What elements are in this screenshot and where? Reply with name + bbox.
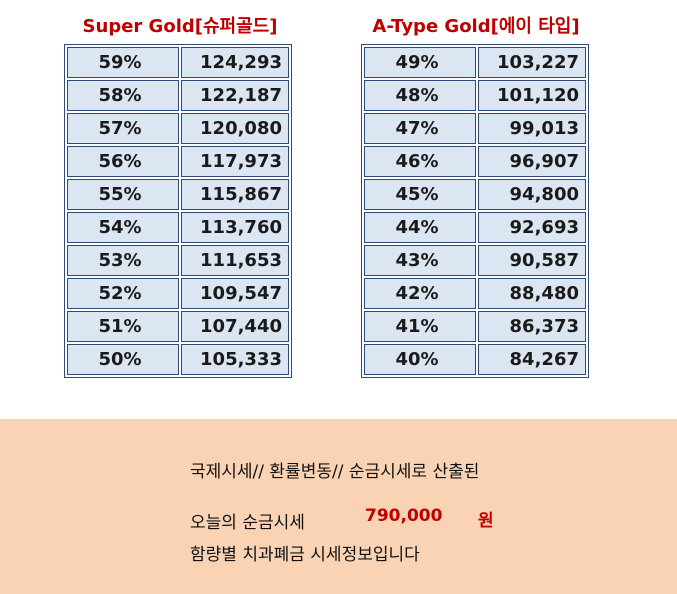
- price-cell: 111,653: [181, 245, 289, 276]
- purity-cell: 56%: [67, 146, 179, 177]
- purity-cell: 43%: [364, 245, 476, 276]
- info-line-1: 국제시세// 환률변동// 순금시세로 산출된: [190, 462, 480, 482]
- a-type-gold-title: A-Type Gold[에이 타입]: [372, 16, 580, 37]
- price-cell: 117,973: [181, 146, 289, 177]
- price-cell: 115,867: [181, 179, 289, 210]
- purity-cell: 44%: [364, 212, 476, 243]
- price-cell: 92,693: [478, 212, 586, 243]
- purity-cell: 58%: [67, 80, 179, 111]
- table-row: 56% 117,973: [67, 146, 289, 177]
- info-line-3: 함량별 치과폐금 시세정보입니다: [190, 545, 420, 565]
- table-row: 45% 94,800: [364, 179, 586, 210]
- purity-cell: 54%: [67, 212, 179, 243]
- table-row: 41% 86,373: [364, 311, 586, 342]
- table-row: 57% 120,080: [67, 113, 289, 144]
- a-type-gold-table: 49% 103,227 48% 101,120 47% 99,013 46% 96,907 45…: [361, 44, 589, 378]
- price-cell: 94,800: [478, 179, 586, 210]
- price-cell: 107,440: [181, 311, 289, 342]
- price-cell: 103,227: [478, 47, 586, 78]
- purity-cell: 40%: [364, 344, 476, 375]
- price-cell: 113,760: [181, 212, 289, 243]
- price-unit: 원: [478, 511, 494, 531]
- purity-cell: 42%: [364, 278, 476, 309]
- super-gold-title: Super Gold[슈퍼골드]: [82, 16, 278, 37]
- price-cell: 99,013: [478, 113, 586, 144]
- table-row: 58% 122,187: [67, 80, 289, 111]
- purity-cell: 47%: [364, 113, 476, 144]
- price-cell: 101,120: [478, 80, 586, 111]
- table-row: 50% 105,333: [67, 344, 289, 375]
- table-row: 49% 103,227: [364, 47, 586, 78]
- table-row: 53% 111,653: [67, 245, 289, 276]
- table-row: 44% 92,693: [364, 212, 586, 243]
- price-info-panel: [0, 419, 677, 594]
- price-cell: 96,907: [478, 146, 586, 177]
- price-cell: 122,187: [181, 80, 289, 111]
- purity-cell: 51%: [67, 311, 179, 342]
- purity-cell: 53%: [67, 245, 179, 276]
- today-price-value: 790,000: [365, 506, 443, 526]
- table-row: 59% 124,293: [67, 47, 289, 78]
- price-cell: 124,293: [181, 47, 289, 78]
- super-gold-table: 59% 124,293 58% 122,187 57% 120,080 56% 117,973…: [64, 44, 292, 378]
- price-cell: 86,373: [478, 311, 586, 342]
- today-price-label: 오늘의 순금시세: [190, 513, 305, 533]
- table-row: 46% 96,907: [364, 146, 586, 177]
- price-cell: 105,333: [181, 344, 289, 375]
- table-row: 54% 113,760: [67, 212, 289, 243]
- purity-cell: 55%: [67, 179, 179, 210]
- purity-cell: 52%: [67, 278, 179, 309]
- purity-cell: 50%: [67, 344, 179, 375]
- table-row: 52% 109,547: [67, 278, 289, 309]
- table-row: 51% 107,440: [67, 311, 289, 342]
- purity-cell: 48%: [364, 80, 476, 111]
- price-cell: 120,080: [181, 113, 289, 144]
- purity-cell: 45%: [364, 179, 476, 210]
- price-cell: 84,267: [478, 344, 586, 375]
- purity-cell: 49%: [364, 47, 476, 78]
- price-cell: 88,480: [478, 278, 586, 309]
- purity-cell: 41%: [364, 311, 476, 342]
- table-row: 55% 115,867: [67, 179, 289, 210]
- table-row: 40% 84,267: [364, 344, 586, 375]
- price-cell: 109,547: [181, 278, 289, 309]
- price-cell: 90,587: [478, 245, 586, 276]
- purity-cell: 59%: [67, 47, 179, 78]
- table-row: 42% 88,480: [364, 278, 586, 309]
- purity-cell: 46%: [364, 146, 476, 177]
- table-row: 47% 99,013: [364, 113, 586, 144]
- table-row: 43% 90,587: [364, 245, 586, 276]
- table-row: 48% 101,120: [364, 80, 586, 111]
- purity-cell: 57%: [67, 113, 179, 144]
